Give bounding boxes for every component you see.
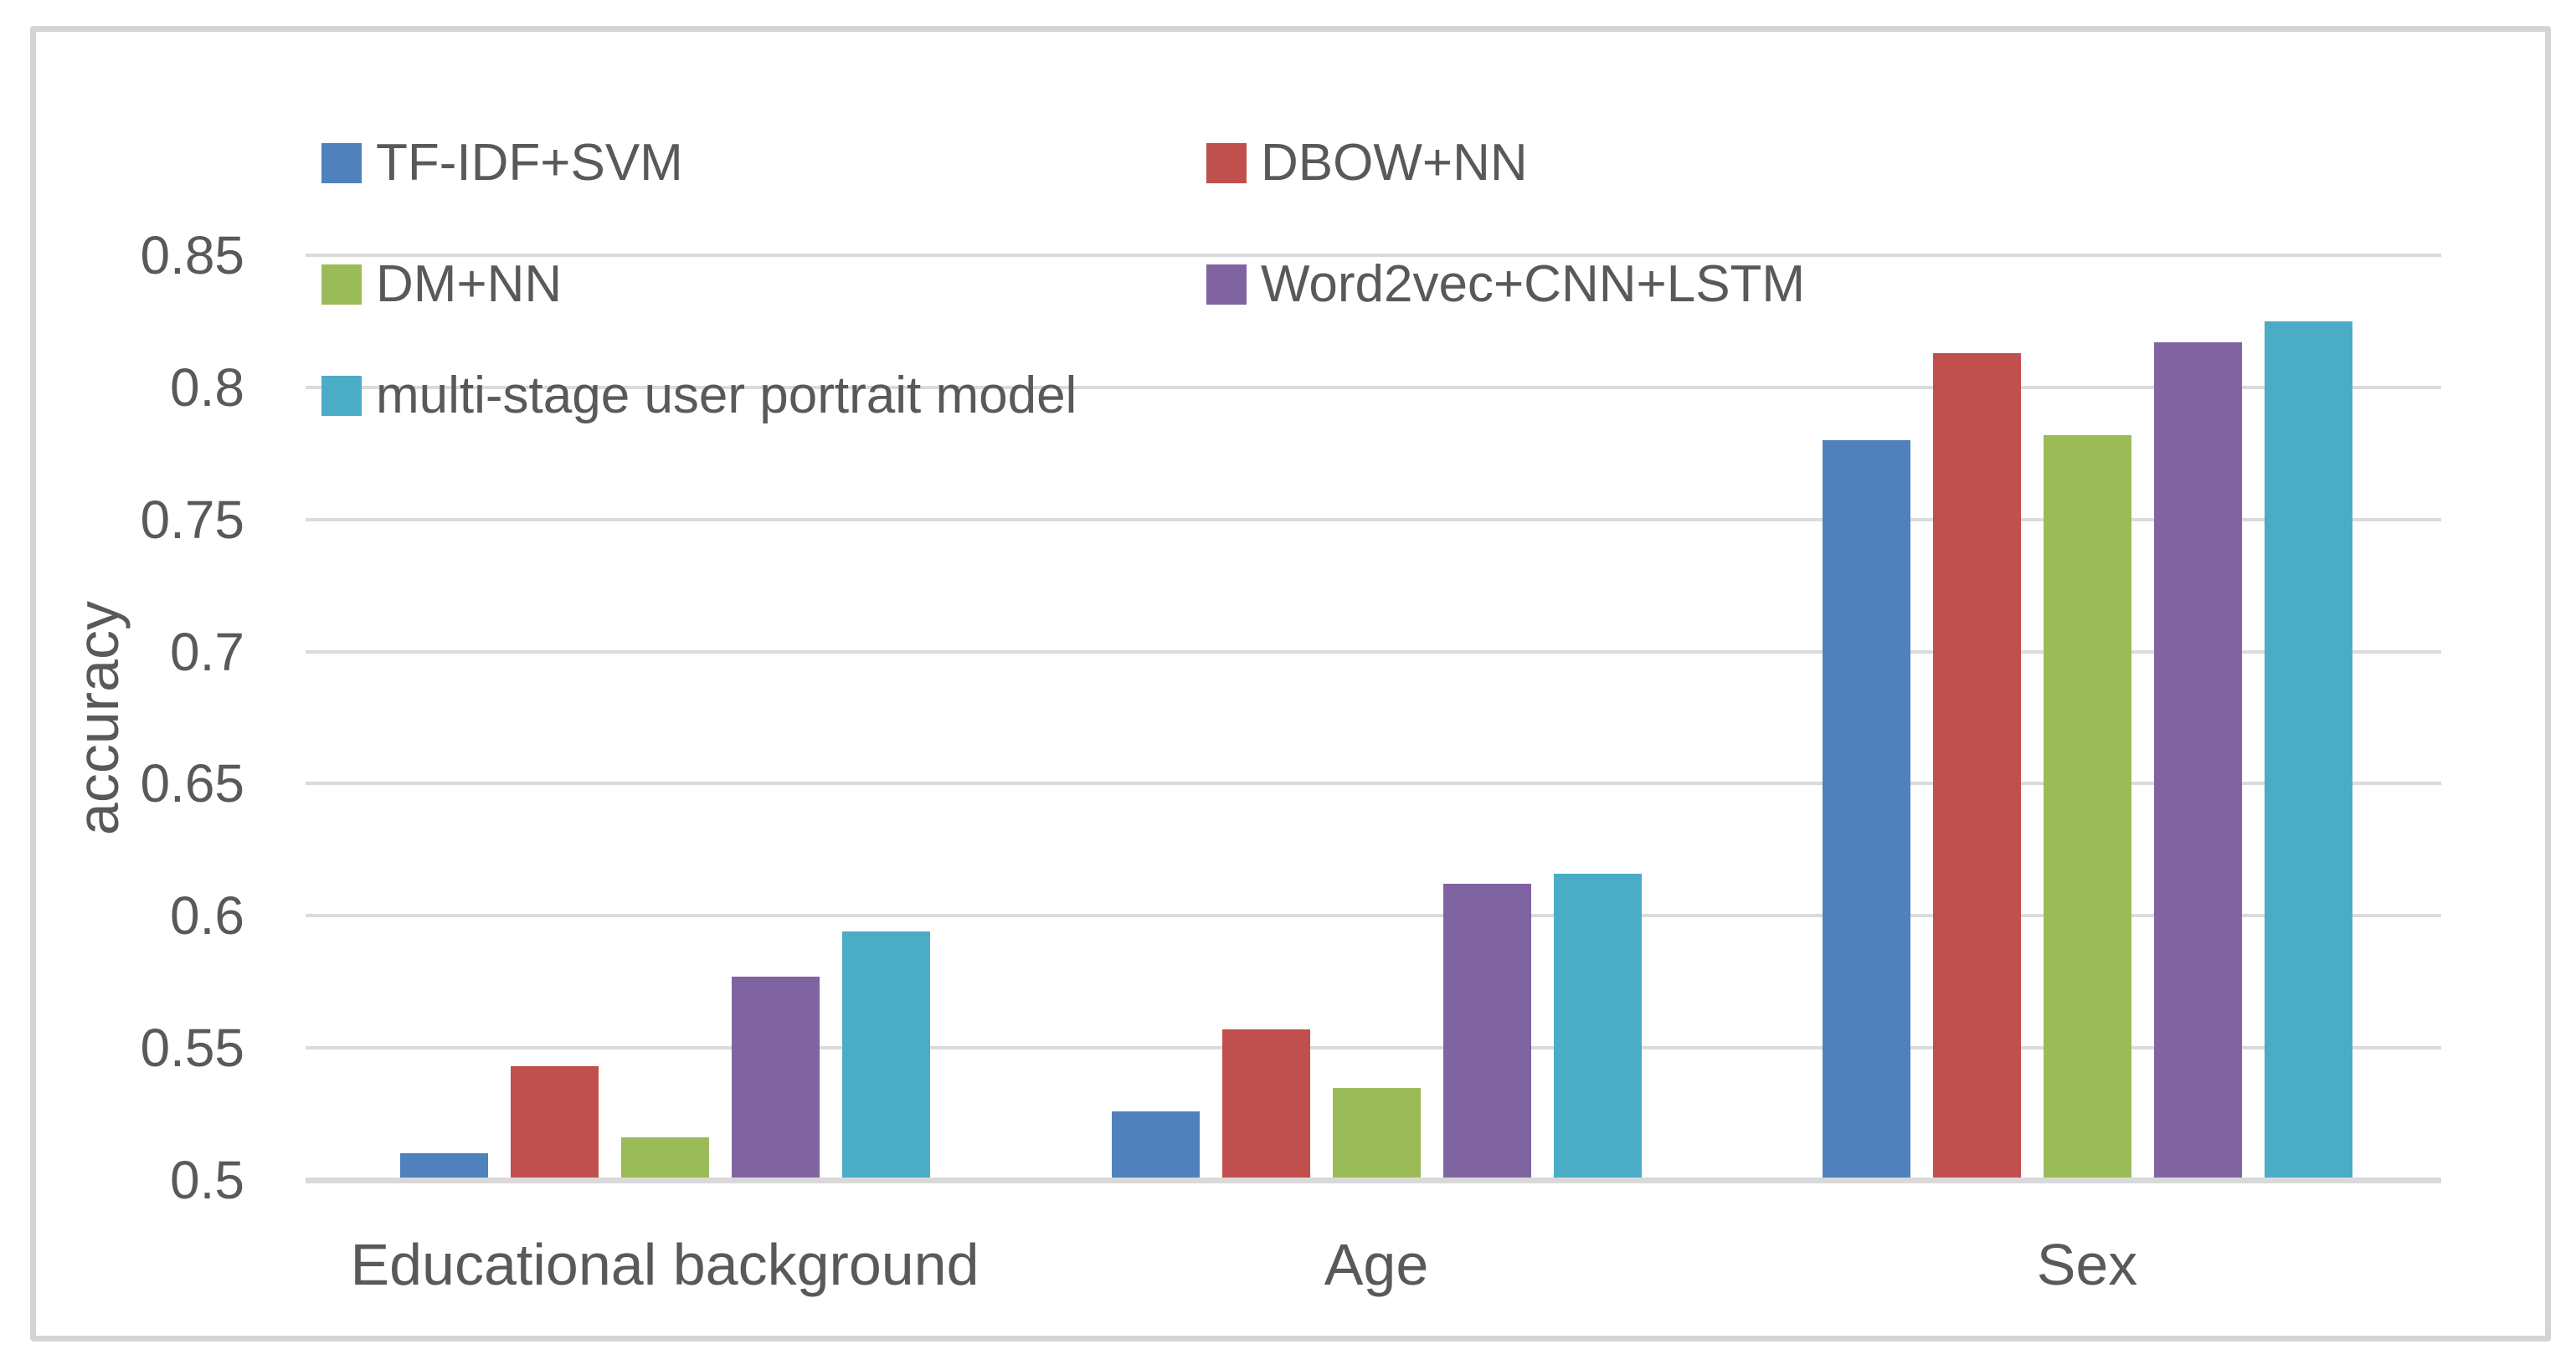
bar-word2vec-cnn-lstm-sex bbox=[2153, 342, 2242, 1178]
legend-label: TF-IDF+SVM bbox=[376, 134, 683, 192]
y-tick-label: 0.8 bbox=[170, 357, 244, 418]
bar-dm-nn-educational-background bbox=[620, 1137, 709, 1178]
bar-dm-nn-age bbox=[1332, 1087, 1421, 1178]
x-axis-line bbox=[306, 1178, 2441, 1183]
legend-item-word2vec-cnn-lstm: Word2vec+CNN+LSTM bbox=[1206, 255, 1805, 314]
y-axis-title: accuracy bbox=[65, 600, 131, 836]
legend-label: DM+NN bbox=[376, 255, 563, 313]
legend-label: multi-stage user portrait model bbox=[376, 367, 1077, 424]
bar-dbow-nn-educational-background bbox=[510, 1066, 599, 1178]
y-tick-label: 0.65 bbox=[140, 753, 244, 814]
y-tick-label: 0.85 bbox=[140, 225, 244, 286]
legend-swatch-dbow-nn bbox=[1206, 143, 1247, 183]
y-tick-label: 0.6 bbox=[170, 885, 244, 947]
x-category-label-educational-background: Educational background bbox=[350, 1232, 979, 1297]
legend-item-dbow-nn: DBOW+NN bbox=[1206, 134, 1528, 192]
bar-word2vec-cnn-lstm-educational-background bbox=[731, 976, 820, 1178]
legend-swatch-tf-idf-svm bbox=[321, 143, 362, 183]
gridline bbox=[306, 385, 2441, 389]
legend-swatch-word2vec-cnn-lstm bbox=[1206, 264, 1247, 305]
bar-multi-stage-user-portrait-model-sex bbox=[2264, 321, 2352, 1178]
legend-item-dm-nn: DM+NN bbox=[321, 255, 562, 314]
bar-dm-nn-sex bbox=[2043, 434, 2131, 1178]
gridline bbox=[306, 517, 2441, 521]
bar-dbow-nn-age bbox=[1221, 1029, 1310, 1178]
bar-multi-stage-user-portrait-model-educational-background bbox=[841, 931, 930, 1178]
gridline bbox=[306, 914, 2441, 918]
legend-swatch-multi-stage-user-portrait-model bbox=[321, 376, 362, 416]
bar-tf-idf-svm-sex bbox=[1822, 440, 1910, 1178]
gridline bbox=[306, 782, 2441, 786]
bar-tf-idf-svm-age bbox=[1111, 1111, 1200, 1178]
legend-swatch-dm-nn bbox=[321, 264, 362, 305]
x-category-label-age: Age bbox=[1324, 1232, 1429, 1297]
legend-item-tf-idf-svm: TF-IDF+SVM bbox=[321, 134, 683, 192]
legend-item-multi-stage-user-portrait-model: multi-stage user portrait model bbox=[321, 367, 1077, 425]
x-category-label-sex: Sex bbox=[2036, 1232, 2138, 1297]
gridline bbox=[306, 254, 2441, 258]
y-tick-label: 0.7 bbox=[170, 621, 244, 682]
y-tick-label: 0.5 bbox=[170, 1150, 244, 1210]
bar-multi-stage-user-portrait-model-age bbox=[1553, 873, 1642, 1178]
y-tick-label: 0.75 bbox=[140, 489, 244, 550]
bar-dbow-nn-sex bbox=[1932, 352, 2021, 1178]
gridline bbox=[306, 649, 2441, 654]
bar-word2vec-cnn-lstm-age bbox=[1442, 884, 1531, 1178]
legend-label: DBOW+NN bbox=[1261, 134, 1528, 192]
y-tick-label: 0.55 bbox=[140, 1018, 244, 1079]
legend-label: Word2vec+CNN+LSTM bbox=[1261, 255, 1806, 313]
gridline bbox=[306, 1046, 2441, 1050]
bar-tf-idf-svm-educational-background bbox=[399, 1153, 488, 1178]
